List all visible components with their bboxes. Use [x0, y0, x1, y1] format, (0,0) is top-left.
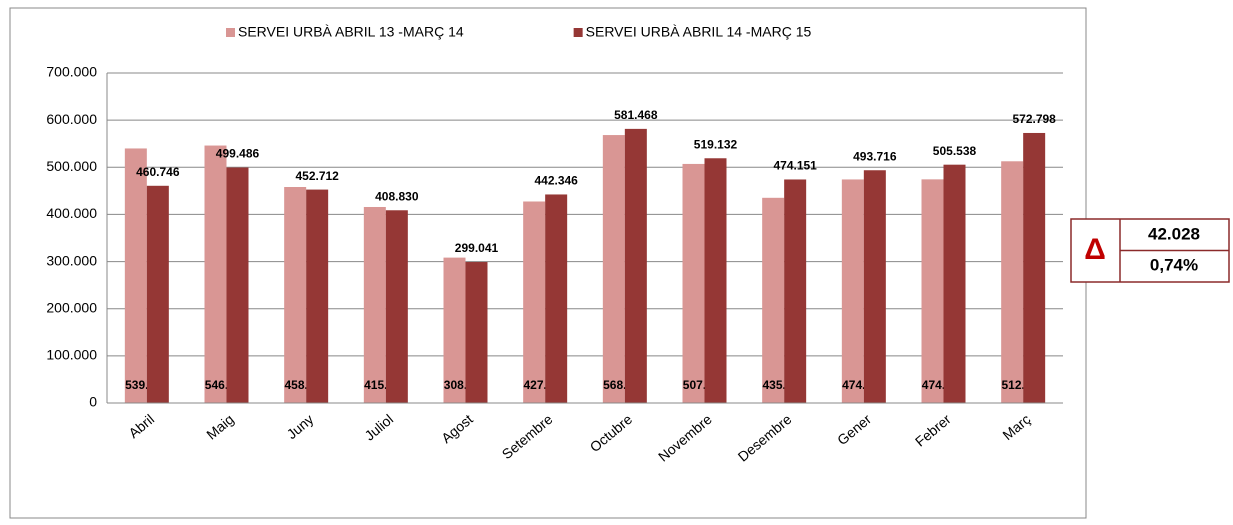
delta-box: Δ 42.028 0,74% [1070, 218, 1230, 283]
bar [523, 201, 546, 403]
y-tick-label: 500.000 [46, 158, 97, 174]
bar [363, 206, 386, 403]
value-label: 408.830 [375, 189, 419, 203]
y-tick-label: 100.000 [46, 347, 97, 363]
bar [284, 187, 307, 403]
value-label: 499.486 [216, 147, 260, 161]
bar [1001, 161, 1024, 403]
bar [921, 179, 944, 403]
bar [841, 179, 864, 403]
value-label: 572.798 [1012, 112, 1056, 126]
y-tick-label: 300.000 [46, 252, 97, 268]
bar [545, 194, 568, 403]
value-label: 452.712 [295, 169, 339, 183]
bar [146, 185, 169, 403]
y-tick-label: 700.000 [46, 64, 97, 80]
legend-swatch [226, 28, 235, 37]
value-label: 519.132 [694, 137, 738, 151]
legend-swatch [573, 28, 583, 37]
bar [682, 163, 705, 403]
bar [204, 145, 227, 404]
value-label: 299.041 [455, 241, 499, 255]
legend-label: SERVEI URBÀ ABRIL 13 -MARÇ 14 [238, 24, 464, 40]
y-tick-label: 200.000 [46, 299, 97, 315]
bar [762, 197, 785, 403]
y-tick-label: 600.000 [46, 111, 97, 127]
value-label: 505.538 [933, 144, 977, 158]
bar [704, 158, 727, 403]
bar [124, 148, 147, 403]
bar [306, 189, 329, 403]
delta-percent: 0,74% [1150, 255, 1198, 274]
value-label: 460.746 [136, 165, 180, 179]
bar [226, 167, 249, 403]
bar [443, 257, 466, 403]
bar [624, 128, 647, 403]
y-tick-label: 0 [89, 394, 97, 410]
legend-label: SERVEI URBÀ ABRIL 14 -MARÇ 15 [586, 24, 812, 40]
bar [863, 170, 886, 403]
value-label: 442.346 [534, 174, 578, 188]
bar [602, 135, 625, 403]
y-tick-label: 400.000 [46, 205, 97, 221]
delta-value: 42.028 [1148, 224, 1200, 243]
value-label: 493.716 [853, 149, 897, 163]
value-label: 581.468 [614, 108, 658, 122]
bar [943, 164, 966, 403]
bar [465, 262, 488, 403]
bar [784, 179, 807, 403]
bar [1023, 132, 1046, 403]
value-label: 474.151 [773, 159, 817, 173]
delta-symbol: Δ [1084, 233, 1106, 266]
bar [385, 210, 408, 403]
